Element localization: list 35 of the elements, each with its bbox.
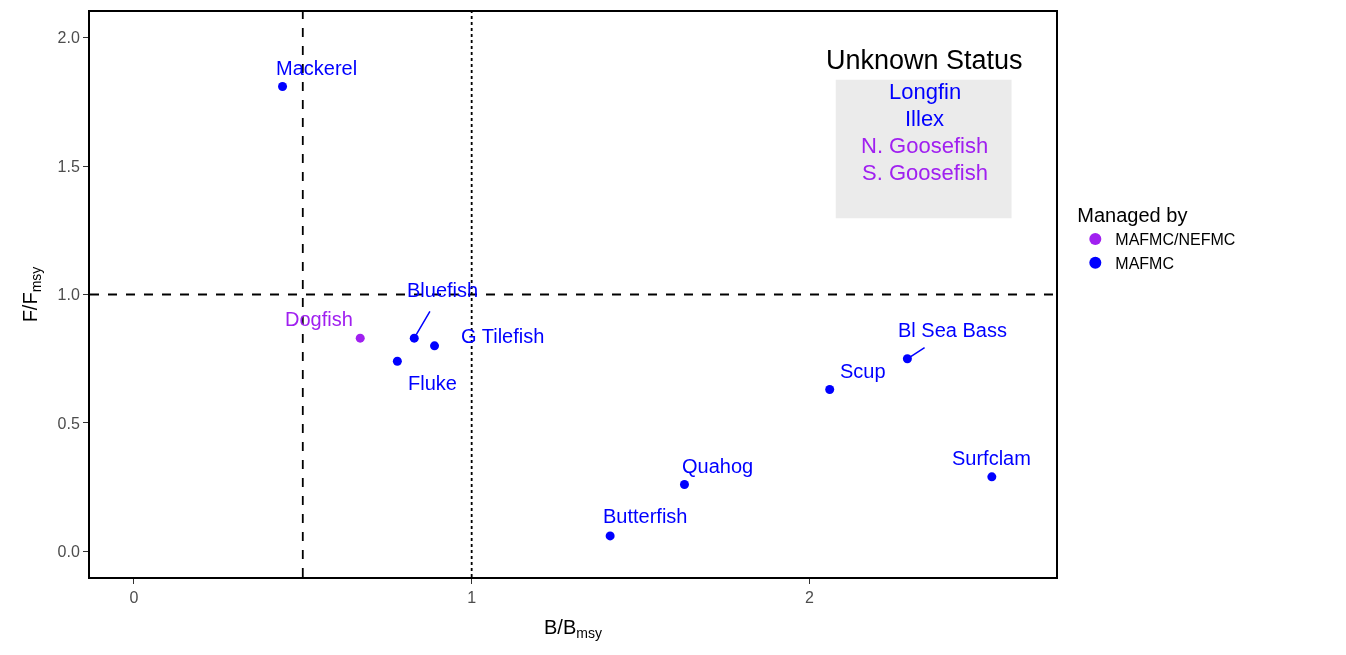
legend-label: MAFMC	[1115, 254, 1174, 272]
point	[409, 333, 419, 343]
y-tick-label: 0.0	[57, 542, 80, 560]
x-tick-label: 0	[129, 589, 139, 607]
legend-title: Managed by	[1077, 204, 1188, 226]
point	[355, 333, 365, 343]
point	[430, 341, 440, 351]
annotation: S. Goosefish	[862, 160, 988, 185]
y-tick-label: 0.5	[57, 414, 80, 432]
annotation: Quahog	[682, 455, 754, 477]
x-tick-label: 2	[804, 589, 814, 607]
annotation: G Tilefish	[461, 325, 545, 347]
y-tick-label: 1.5	[57, 157, 80, 175]
annotation: N. Goosefish	[861, 133, 989, 158]
annotation: Unknown Status	[826, 45, 1023, 75]
annotation: Illex	[905, 106, 945, 131]
legend-label: MAFMC/NEFMC	[1115, 231, 1236, 249]
point	[825, 385, 835, 395]
x-tick-label: 1	[467, 589, 477, 607]
point	[902, 354, 912, 364]
annotation: Fluke	[408, 372, 457, 394]
y-tick-label: 2.0	[57, 29, 80, 47]
annotation: Surfclam	[952, 447, 1031, 469]
annotation: Scup	[840, 360, 886, 382]
point	[605, 531, 615, 541]
annotation: Butterfish	[603, 505, 688, 527]
point	[987, 472, 997, 482]
point	[679, 480, 689, 490]
x-axis-title: B/B$_{msy}$	[544, 616, 602, 642]
point	[278, 81, 288, 91]
annotation: Longfin	[889, 79, 962, 104]
annotation: Bluefish	[407, 279, 479, 301]
point	[392, 356, 402, 366]
annotation: Bl Sea Bass	[898, 319, 1007, 341]
y-tick-label: 1.0	[57, 286, 80, 304]
